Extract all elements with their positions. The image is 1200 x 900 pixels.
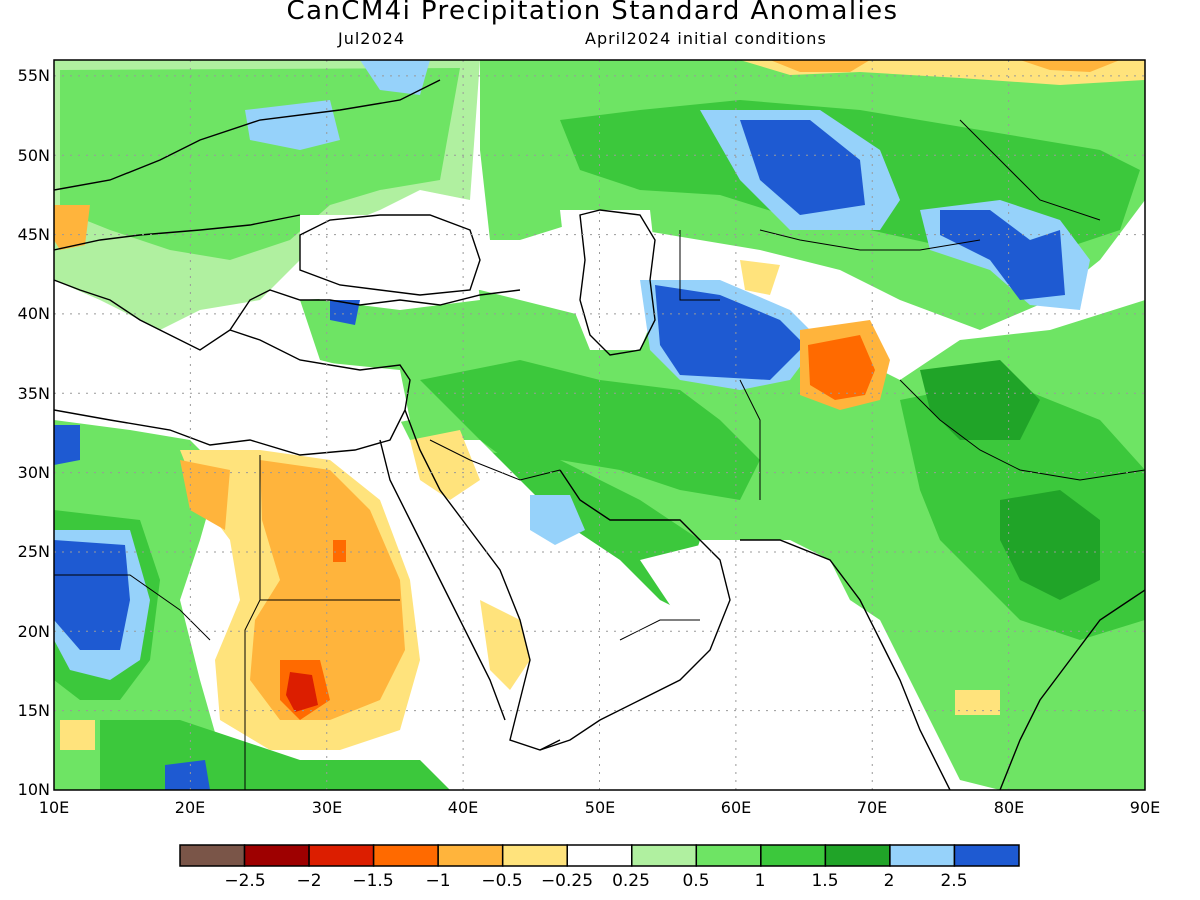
yellow-africa-w: [60, 720, 95, 750]
colorbar-label: −1.5: [352, 871, 393, 891]
orange-north3: [1020, 60, 1120, 72]
colorbar-swatch: [308, 844, 375, 867]
red-sudan: [286, 672, 318, 712]
lat-label-45n: 45N: [18, 225, 50, 244]
lon-label-40e: 40E: [448, 798, 478, 817]
graticule: [54, 60, 1145, 790]
green-mideast-dark: [420, 360, 760, 500]
colorbar-label: −0.25: [541, 871, 593, 891]
green-europe-inner: [60, 68, 460, 260]
orange-north2: [770, 60, 870, 72]
lat-label-40n: 40N: [18, 304, 50, 323]
colorbar-label: 0.25: [612, 871, 650, 891]
blue-kazakh: [740, 120, 865, 215]
colorbar: [179, 844, 1020, 867]
lat-label-20n: 20N: [18, 622, 50, 641]
colorbar-label: 2: [884, 871, 895, 891]
colorbar-label: 0.5: [682, 871, 709, 891]
coastlines: [54, 79, 1145, 790]
colorbar-swatch: [824, 844, 891, 867]
blue-turkey-spot: [330, 300, 360, 325]
yellow-libya: [180, 460, 230, 530]
yellow-red-sea: [480, 600, 530, 690]
forecast-month: Jul2024: [338, 29, 406, 48]
blue-turkmen: [655, 285, 805, 380]
lat-label-10n: 10N: [18, 780, 50, 799]
anomaly-field: [54, 60, 1145, 790]
blue-africa-s: [165, 760, 210, 790]
colorbar-swatch: [501, 844, 568, 867]
colorbar-label: −2.5: [224, 871, 265, 891]
lat-label-30n: 30N: [18, 463, 50, 482]
lat-label-55n: 55N: [18, 66, 50, 85]
orange2-egypt: [333, 540, 346, 562]
lon-label-20e: 20E: [175, 798, 205, 817]
blue-east-kz: [940, 210, 1065, 300]
yellow-kazakh: [740, 260, 780, 295]
blue-africa-nw: [54, 425, 80, 465]
lon-label-70e: 70E: [857, 798, 887, 817]
colorbar-swatch: [953, 844, 1020, 867]
lat-label-35n: 35N: [18, 384, 50, 403]
yellow-egypt-ne: [410, 430, 480, 500]
lon-label-60e: 60E: [721, 798, 751, 817]
lon-label-50e: 50E: [585, 798, 615, 817]
colorbar-swatch: [179, 844, 246, 867]
colorbar-swatch: [566, 844, 633, 867]
blue-africa: [54, 540, 130, 650]
page-title: CanCM4i Precipitation Standard Anomalies: [286, 0, 899, 26]
colorbar-label: −0.5: [481, 871, 522, 891]
colorbar-swatch: [243, 844, 310, 867]
colorbar-label: 1.5: [811, 871, 838, 891]
colorbar-swatch: [372, 844, 439, 867]
colorbar-label: −1: [425, 871, 450, 891]
initial-conditions: April2024 initial conditions: [585, 29, 827, 48]
colorbar-label: −2: [296, 871, 321, 891]
lat-label-50n: 50N: [18, 146, 50, 165]
orange-italy: [54, 205, 90, 250]
colorbar-swatch: [631, 844, 698, 867]
yellow-india-east: [955, 690, 1000, 715]
orange-sudan: [250, 460, 405, 720]
colorbar-labels: −2.5 −2 −1.5 −1 −0.5 −0.25 0.25 0.5 1 1.…: [224, 871, 967, 891]
lon-label-80e: 80E: [994, 798, 1024, 817]
borders: [54, 119, 1145, 790]
lon-label-90e: 90E: [1130, 798, 1160, 817]
green-india-dark: [920, 360, 1040, 440]
lon-label-30e: 30E: [312, 798, 342, 817]
lblue-baltic: [360, 60, 430, 95]
colorbar-label: 1: [755, 871, 766, 891]
lon-axis: 10E 20E 30E 40E 50E 60E 70E 80E 90E: [39, 798, 1160, 817]
white-arabia: [410, 440, 720, 700]
lat-axis: 55N 50N 45N 40N 35N 30N 25N 20N 15N 10N: [18, 66, 50, 799]
colorbar-swatch: [437, 844, 504, 867]
colorbar-swatch: [760, 844, 827, 867]
orange2-afghan: [808, 335, 875, 400]
lon-label-10e: 10E: [39, 798, 69, 817]
colorbar-label: 2.5: [940, 871, 967, 891]
colorbar-swatch: [889, 844, 956, 867]
lat-label-25n: 25N: [18, 542, 50, 561]
green-india-dark2: [1000, 490, 1100, 600]
lblue-gulf: [530, 495, 585, 545]
white-oman: [640, 540, 780, 650]
colorbar-swatch: [695, 844, 762, 867]
map-frame: [53, 59, 1146, 791]
lat-label-15n: 15N: [18, 701, 50, 720]
